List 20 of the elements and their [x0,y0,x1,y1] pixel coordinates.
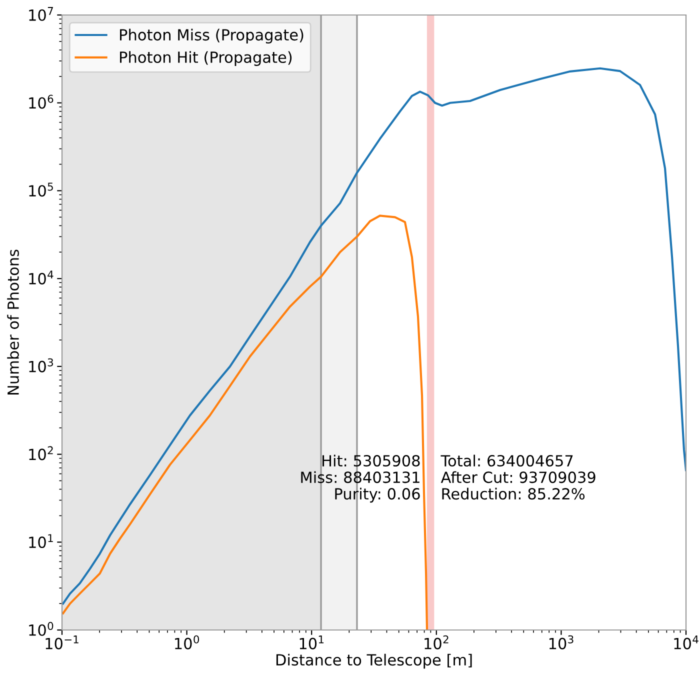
y-tick-label: 10$^{6}$ [29,94,54,109]
y-tick-label: 10$^{2}$ [29,446,53,460]
x-tick-label: 10$^{3}$ [549,635,574,650]
y-tick-label: 10$^{3}$ [29,358,54,372]
annotation: Total: 634004657 After Cut: 93709039 Reduction: 85.22% [440,454,596,500]
x-tick-label: 10$^{2}$ [424,635,448,650]
x-tick-label: 10$^{1}$ [300,636,324,650]
legend-label: Photon Miss (Propagate) [120,28,304,44]
y-tick-label: 10$^{1}$ [29,534,53,548]
y-tick-label: 10$^{7}$ [29,7,53,21]
y-tick-label: 10$^{0}$ [29,622,54,636]
x-tick-label: 10$^{4}$ [674,636,698,650]
annotation: Hit: 5305908 Miss: 88403131 Purity: 0.06 [301,454,420,503]
x-tick-label: 10$^{−1}$ [46,636,78,650]
y-axis-title: Number of Photons [7,250,19,395]
y-tick-label: 10$^{5}$ [29,182,53,197]
x-axis-title: Distance to Telescope [m] [276,654,472,669]
y-tick-label: 10$^{4}$ [29,270,54,284]
x-tick-label: 10$^{0}$ [175,635,200,650]
legend-label: Photon Hit (Propagate) [120,51,292,66]
